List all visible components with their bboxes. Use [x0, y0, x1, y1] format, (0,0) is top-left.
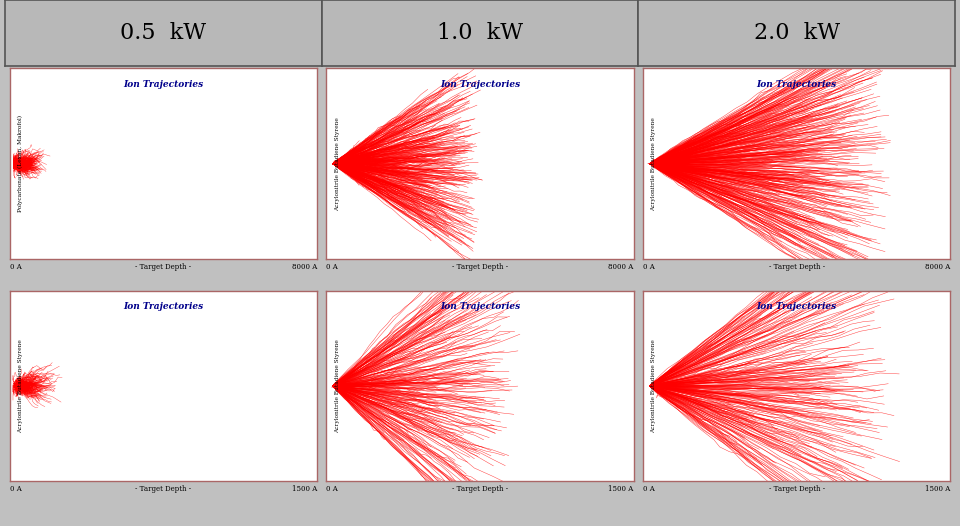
Text: 8000 A: 8000 A	[609, 264, 634, 271]
Text: Acrylonitrile Butadiene Styrene: Acrylonitrile Butadiene Styrene	[335, 117, 340, 210]
Text: - Target Depth -: - Target Depth -	[135, 485, 191, 493]
Text: - Target Depth -: - Target Depth -	[452, 485, 508, 493]
Text: Ion Trajectories: Ion Trajectories	[123, 80, 204, 89]
Text: 0 A: 0 A	[10, 264, 21, 271]
Text: Ion Trajectories: Ion Trajectories	[123, 302, 204, 311]
Text: 0 A: 0 A	[326, 485, 338, 493]
Text: Acrylonitrile Butadiene Styrene: Acrylonitrile Butadiene Styrene	[335, 339, 340, 433]
Text: 0.5  kW: 0.5 kW	[120, 22, 206, 44]
Text: Ion Trajectories: Ion Trajectories	[756, 302, 837, 311]
Text: 2.0  kW: 2.0 kW	[754, 22, 840, 44]
Text: Acrylonitrile Butadiene Styrene: Acrylonitrile Butadiene Styrene	[652, 117, 657, 210]
Text: 1500 A: 1500 A	[925, 485, 950, 493]
Text: 1.0  kW: 1.0 kW	[437, 22, 523, 44]
Text: 0 A: 0 A	[643, 264, 655, 271]
Text: - Target Depth -: - Target Depth -	[769, 485, 825, 493]
Text: 0 A: 0 A	[643, 485, 655, 493]
Text: 0 A: 0 A	[10, 485, 21, 493]
Text: - Target Depth -: - Target Depth -	[452, 264, 508, 271]
Text: Acrylonitrile Butadiene Styrene: Acrylonitrile Butadiene Styrene	[18, 339, 23, 433]
Text: 0 A: 0 A	[326, 264, 338, 271]
Text: 8000 A: 8000 A	[925, 264, 950, 271]
Text: - Target Depth -: - Target Depth -	[135, 264, 191, 271]
Text: Ion Trajectories: Ion Trajectories	[440, 80, 520, 89]
Text: Ion Trajectories: Ion Trajectories	[756, 80, 837, 89]
Text: - Target Depth -: - Target Depth -	[769, 264, 825, 271]
Text: 8000 A: 8000 A	[292, 264, 317, 271]
Text: Ion Trajectories: Ion Trajectories	[440, 302, 520, 311]
Text: 1500 A: 1500 A	[292, 485, 317, 493]
Text: Polycarbonate (Lexan, Makrofol): Polycarbonate (Lexan, Makrofol)	[17, 115, 23, 213]
Text: Acrylonitrile Butadiene Styrene: Acrylonitrile Butadiene Styrene	[652, 339, 657, 433]
Text: 1500 A: 1500 A	[609, 485, 634, 493]
